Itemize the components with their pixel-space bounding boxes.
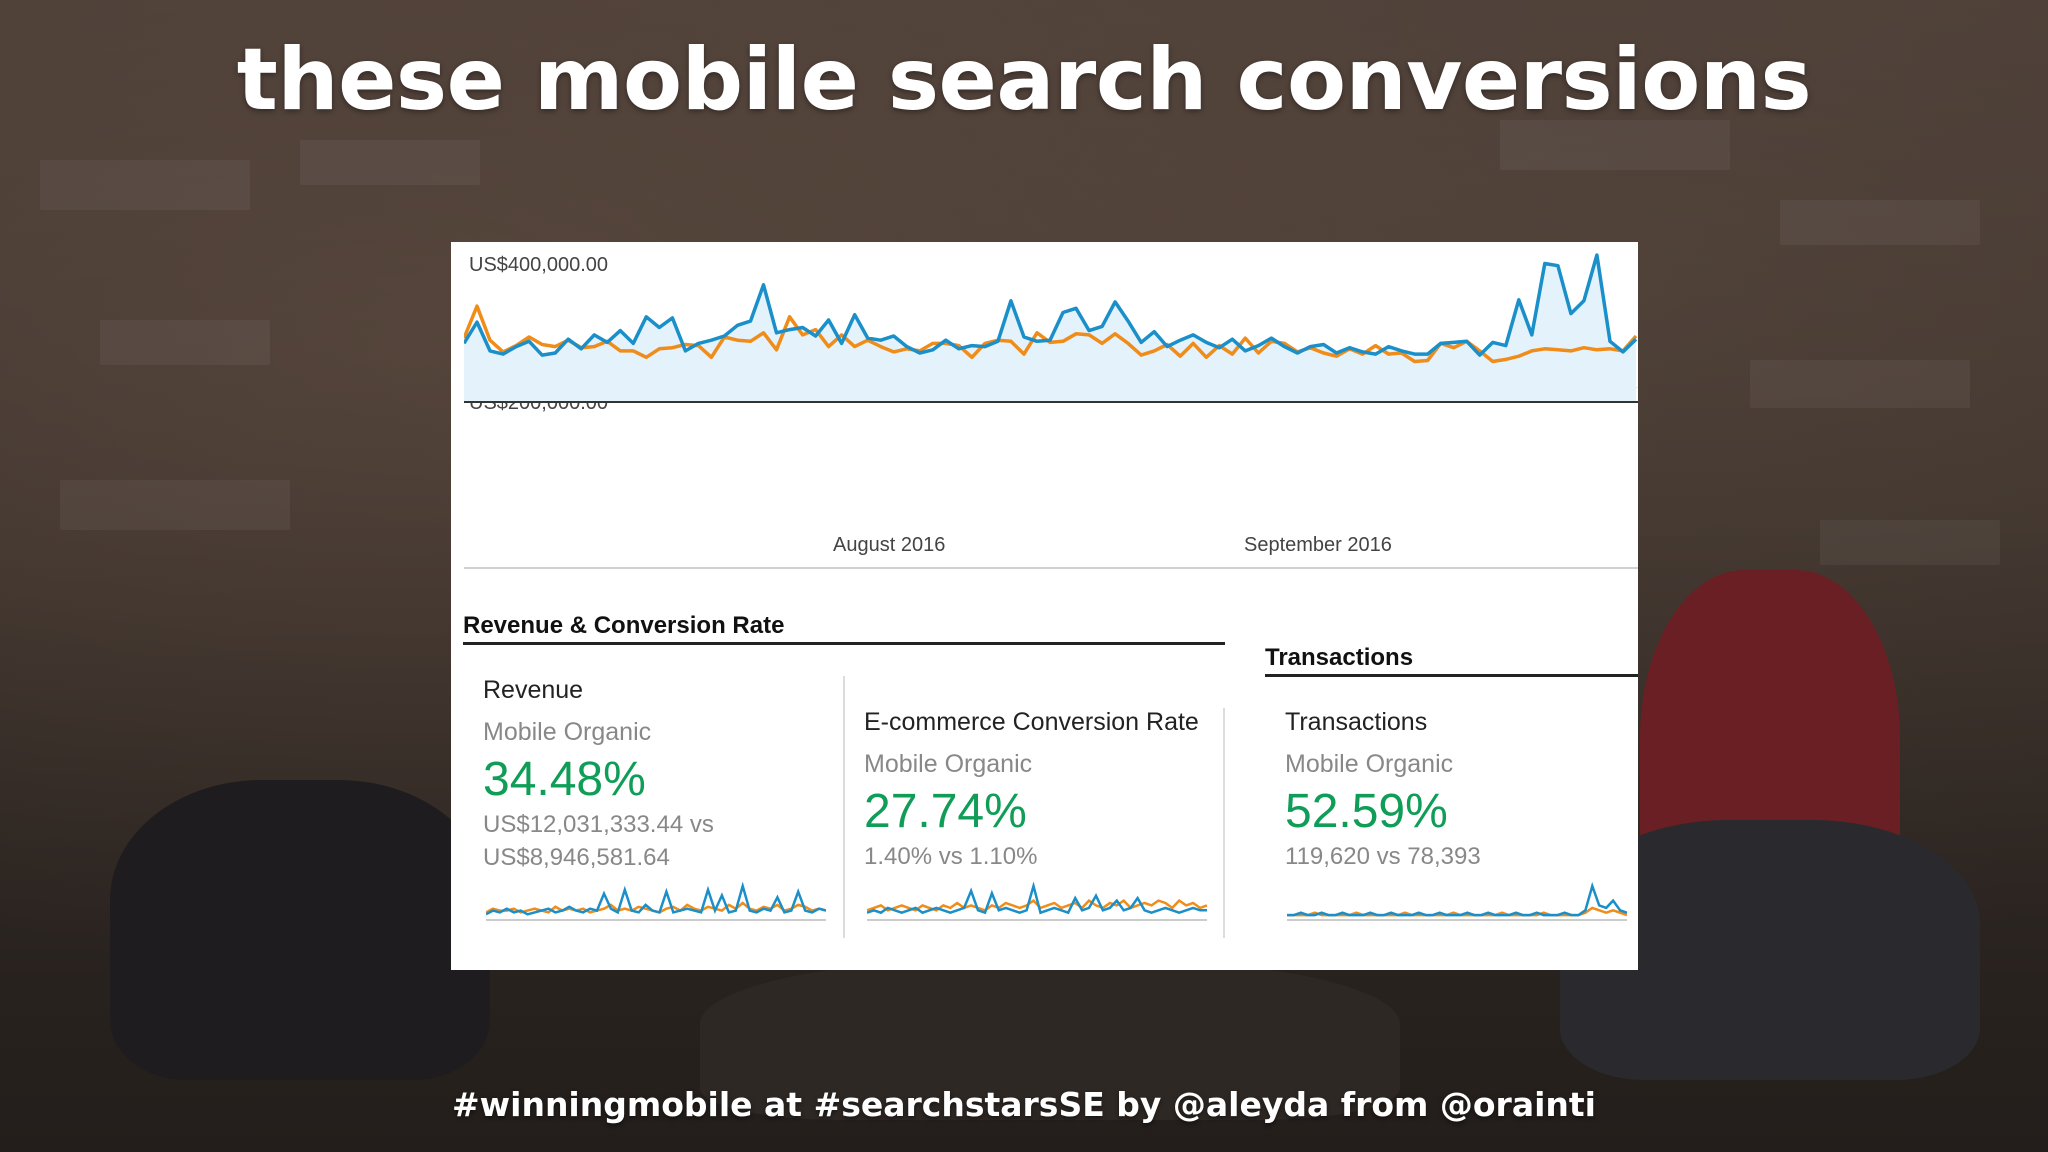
metric-sparkline-conversion-rate	[867, 882, 1207, 921]
metric-compare-line-1: 119,620 vs 78,393	[1285, 843, 1481, 870]
metric-sparkline-transactions	[1287, 882, 1627, 921]
metric-sparkline-revenue	[486, 882, 826, 921]
analytics-screenshot-panel: US$400,000.00 US$200,000.00 August 2016 …	[451, 242, 1638, 970]
section-transactions-heading: Transactions	[1265, 644, 1414, 671]
slide-title: these mobile search conversions	[236, 30, 1812, 130]
metric-segment: Mobile Organic	[1285, 750, 1454, 778]
section-revenue-conversion-heading: Revenue & Conversion Rate	[463, 612, 785, 639]
sparkline-current	[486, 882, 826, 916]
chart-bottom-rule	[464, 567, 1638, 569]
metric-compare-line-1: US$12,031,333.44 vs	[483, 811, 714, 838]
metric-compare-line-2: US$8,946,581.64	[483, 844, 670, 871]
slide-footer-hashtags: #winningmobile at #searchstarsSE by @ale…	[452, 1085, 1596, 1124]
revenue-line-chart	[464, 253, 1638, 403]
section-rule-right	[1265, 674, 1638, 677]
metric-title: Revenue	[483, 676, 584, 704]
x-tick-september: September 2016	[1244, 534, 1392, 556]
metric-title: Transactions	[1285, 708, 1428, 736]
metric-segment: Mobile Organic	[483, 718, 652, 746]
metric-change-percent: 27.74%	[864, 785, 1027, 838]
series-current-area	[464, 255, 1636, 402]
metric-divider-2	[1223, 708, 1225, 938]
section-rule-left	[463, 642, 1225, 645]
metric-title: E-commerce Conversion Rate	[864, 708, 1199, 736]
series-current-line	[464, 253, 1638, 357]
sparkline-current	[867, 882, 1207, 915]
metric-change-percent: 52.59%	[1285, 785, 1448, 838]
sparkline-current	[1287, 882, 1627, 917]
x-tick-august: August 2016	[833, 534, 946, 556]
y-tick-top: US$400,000.00	[469, 254, 609, 276]
metric-divider-1	[843, 676, 845, 938]
metric-change-percent: 34.48%	[483, 753, 646, 806]
metric-segment: Mobile Organic	[864, 750, 1033, 778]
metric-compare-line-1: 1.40% vs 1.10%	[864, 843, 1038, 870]
